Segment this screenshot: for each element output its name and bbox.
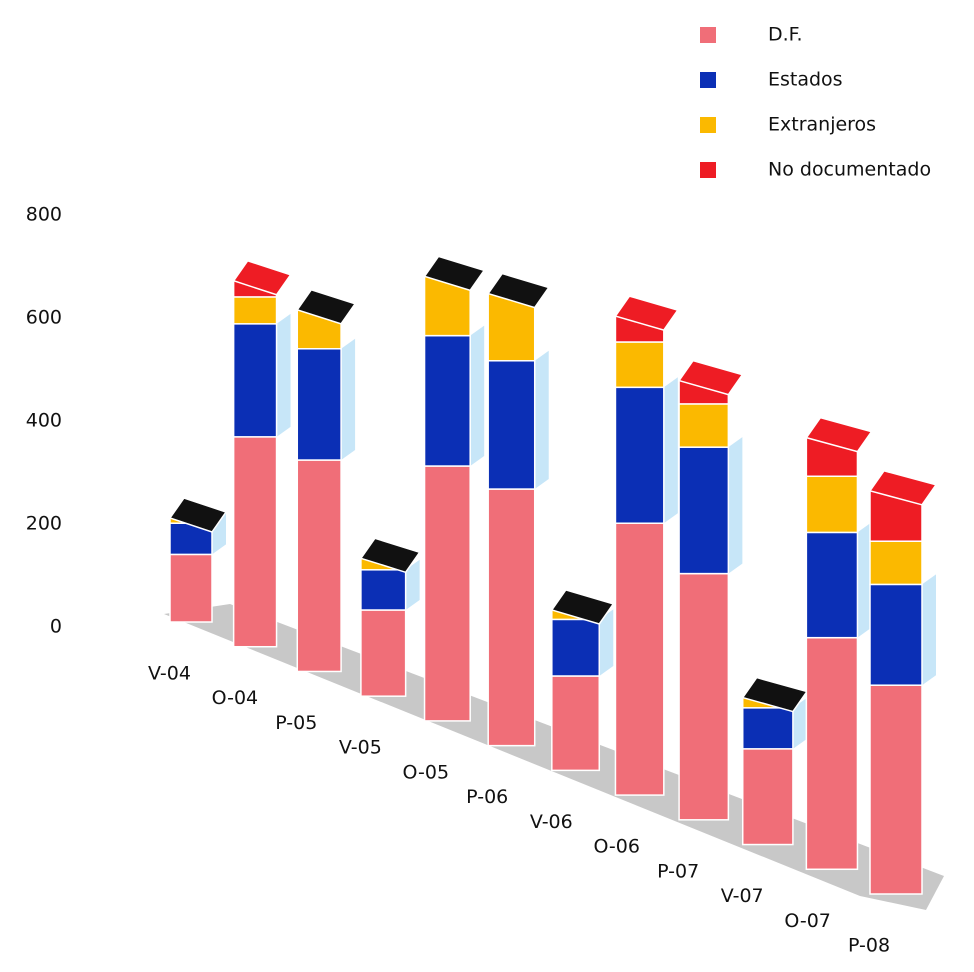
- x-tick-label: O-04: [212, 687, 259, 709]
- bar-top: [232, 259, 292, 296]
- legend-swatch: [700, 162, 716, 178]
- bar-side: [857, 522, 872, 638]
- legend-label: Extranjeros: [768, 114, 876, 136]
- bar-segment: [614, 522, 665, 796]
- bar-segment: [678, 403, 730, 448]
- bar-top: [550, 589, 615, 625]
- bar-top: [868, 469, 938, 506]
- bar-top: [423, 255, 486, 292]
- bar-segment: [232, 436, 278, 648]
- bar-side: [341, 338, 356, 461]
- bar-segment: [614, 341, 665, 389]
- x-tick-label: V-04: [148, 663, 191, 685]
- legend-label: No documentado: [768, 159, 931, 181]
- bar-top: [296, 288, 357, 325]
- bar-side: [663, 377, 678, 524]
- y-tick-label: 0: [50, 616, 62, 638]
- bar-side: [922, 574, 936, 686]
- bar-segment: [360, 569, 407, 611]
- bar-top: [614, 295, 680, 331]
- bar-side: [728, 437, 743, 574]
- bar-segment: [423, 465, 471, 722]
- bar-segment: [741, 748, 794, 846]
- bar-segment: [296, 348, 342, 461]
- legend-label: D.F.: [768, 24, 803, 46]
- bar-side: [276, 313, 291, 437]
- bar-segment: [869, 540, 923, 586]
- bar-segment: [551, 618, 601, 677]
- bar-side: [405, 559, 420, 610]
- legend-swatch: [700, 117, 716, 133]
- bar-segment: [487, 488, 536, 747]
- bar-segment: [423, 334, 471, 467]
- x-tick-label: P-07: [657, 860, 699, 882]
- bar-segment: [805, 531, 859, 639]
- bar-segment: [296, 459, 342, 673]
- y-tick-label: 400: [26, 410, 62, 432]
- legend-label: Estados: [768, 69, 843, 91]
- bar-segment: [169, 553, 213, 623]
- y-tick-label: 200: [26, 513, 62, 535]
- bar-segment: [232, 296, 278, 325]
- bar-segment: [805, 475, 859, 534]
- bar-segment: [360, 609, 407, 697]
- x-tick-label: V-06: [530, 811, 573, 833]
- bar-top: [359, 537, 421, 574]
- bar-segment: [741, 707, 794, 750]
- bar-segment: [232, 323, 278, 438]
- y-tick-label: 800: [26, 204, 62, 226]
- x-tick-label: V-07: [721, 885, 764, 907]
- bar-segment: [678, 446, 730, 575]
- legend-swatch: [700, 27, 716, 43]
- legend-swatch: [700, 72, 716, 88]
- x-tick-label: O-06: [593, 836, 640, 858]
- bar-segment: [869, 684, 923, 895]
- bar-side: [534, 350, 549, 490]
- x-tick-label: P-05: [275, 712, 317, 734]
- bar-side: [470, 325, 485, 467]
- x-tick-label: P-08: [848, 935, 890, 957]
- x-tick-label: O-07: [784, 910, 831, 932]
- bar-segment: [551, 675, 601, 772]
- x-tick-label: V-05: [339, 737, 382, 759]
- x-tick-label: O-05: [403, 761, 450, 783]
- bar-side: [792, 697, 807, 749]
- bar-top: [168, 497, 228, 533]
- bar-top: [805, 416, 873, 453]
- bar-segment: [678, 572, 730, 821]
- bar-top: [486, 272, 550, 309]
- bar-segment: [869, 583, 923, 686]
- bar-segment: [805, 636, 859, 871]
- y-tick-label: 600: [26, 307, 62, 329]
- x-tick-label: P-06: [466, 786, 508, 808]
- bar-top: [677, 359, 744, 396]
- bar-segment: [614, 386, 665, 524]
- bar-segment: [487, 360, 536, 490]
- bar-side: [599, 609, 614, 676]
